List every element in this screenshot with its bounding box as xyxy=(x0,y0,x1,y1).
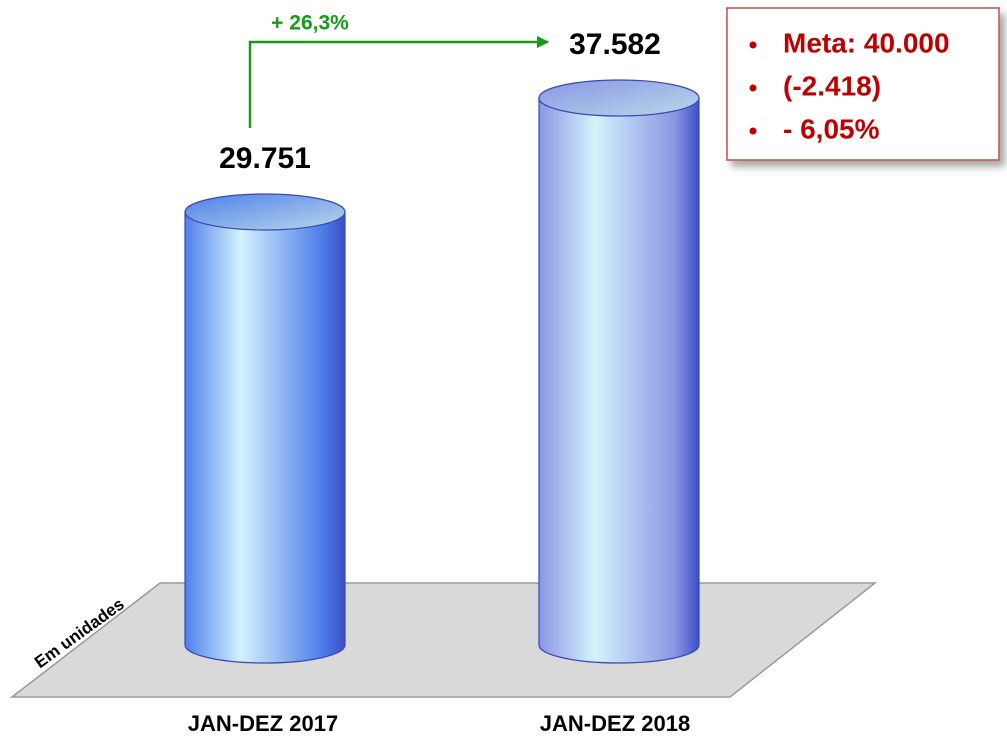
note: - 6,05% xyxy=(783,113,880,144)
notes: Meta: 40.000 (-2.418) - 6,05% xyxy=(749,27,950,144)
notes-box xyxy=(726,7,1000,161)
x-tick-label: JAN-DEZ 2017 xyxy=(188,711,338,736)
data-label: 29.751 xyxy=(219,142,311,175)
x-tick-label: JAN-DEZ 2018 xyxy=(540,711,690,736)
bullet xyxy=(749,127,757,135)
bar xyxy=(538,97,700,664)
bullet xyxy=(749,41,757,49)
data-label: 37.582 xyxy=(569,28,661,61)
bar xyxy=(184,211,346,664)
note: Meta: 40.000 xyxy=(783,27,950,58)
growth-arrow xyxy=(248,35,550,128)
growth-annotation: + 26,3% xyxy=(271,12,349,35)
note: (-2.418) xyxy=(783,70,881,101)
floor xyxy=(9,582,878,698)
bullet xyxy=(749,84,757,92)
bars xyxy=(184,79,700,664)
bar-top xyxy=(184,193,346,231)
bar-top xyxy=(538,79,700,117)
